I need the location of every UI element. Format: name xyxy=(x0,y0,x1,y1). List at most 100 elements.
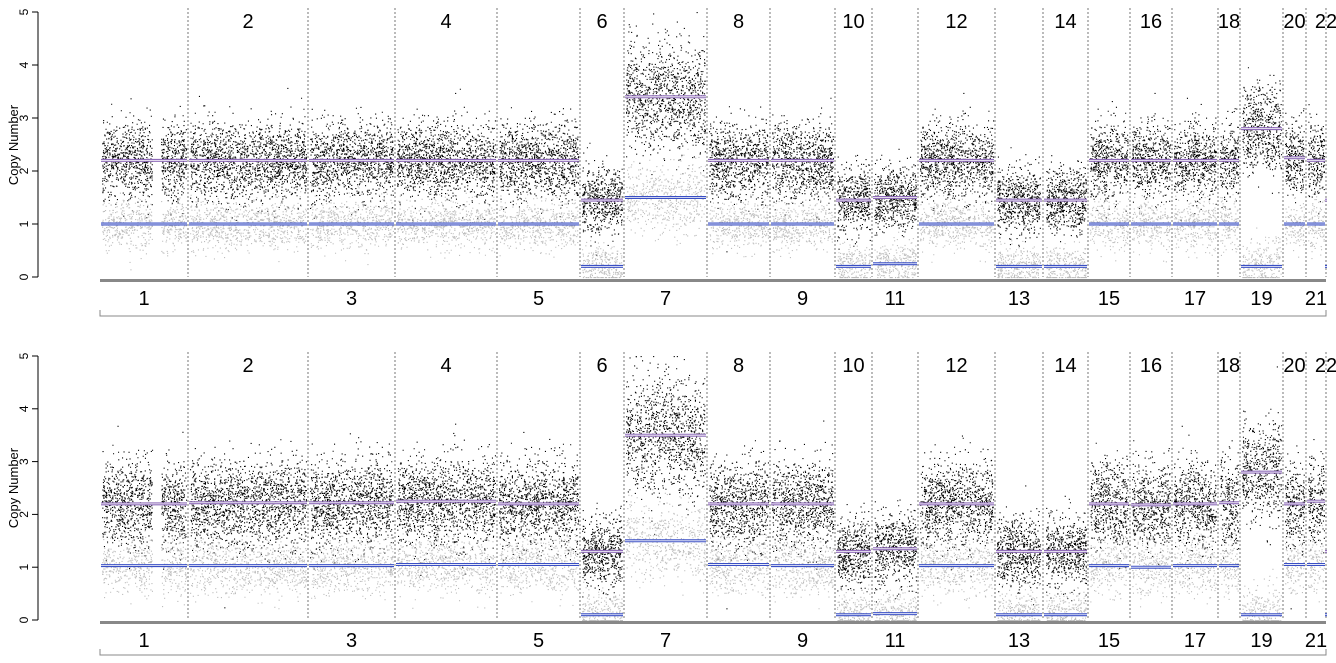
chromosome-label-2: 2 xyxy=(242,355,253,377)
chromosome-label-9: 9 xyxy=(797,630,808,652)
chromosome-label-11: 11 xyxy=(885,630,906,652)
chromosome-label-17: 17 xyxy=(1184,630,1206,652)
chromosome-label-13: 13 xyxy=(1008,630,1030,652)
minor-points xyxy=(1242,228,1281,279)
y-axis-label: Copy Number xyxy=(6,447,21,528)
chromosome-label-13: 13 xyxy=(1008,288,1030,310)
chromosome-label-10: 10 xyxy=(842,355,864,377)
chromosome-19-points xyxy=(1242,366,1282,621)
chromosome-baseline xyxy=(100,279,1326,282)
chromosome-6-points xyxy=(582,143,623,278)
total-points xyxy=(997,485,1041,605)
minor-points xyxy=(1174,193,1217,259)
chromosome-label-22: 22 xyxy=(1315,11,1336,33)
chromosome-7-points xyxy=(626,12,706,245)
minor-points xyxy=(397,512,496,609)
chromosome-5-points xyxy=(499,107,579,258)
chromosome-label-18: 18 xyxy=(1218,11,1240,33)
total-points xyxy=(499,107,579,217)
chromosome-label-4: 4 xyxy=(440,11,451,33)
chromosome-11-points xyxy=(874,500,917,622)
minor-points xyxy=(709,178,769,257)
chromosome-label-2: 2 xyxy=(242,11,253,33)
chromosome-label-7: 7 xyxy=(660,288,671,310)
minor-points xyxy=(772,186,834,259)
chromosome-label-8: 8 xyxy=(733,11,744,33)
chromosome-label-6: 6 xyxy=(596,11,607,33)
chromosome-18-points xyxy=(1220,440,1239,600)
chromosome-6-points xyxy=(582,503,623,621)
chromosome-3-points xyxy=(310,107,394,265)
chromosome-label-15: 15 xyxy=(1098,288,1120,310)
minor-points xyxy=(102,527,187,607)
chromosome-baseline xyxy=(100,621,1326,624)
total-points xyxy=(1220,108,1239,210)
chromosome-4-points xyxy=(397,424,496,609)
points-layer xyxy=(102,12,1325,278)
chromosome-label-4: 4 xyxy=(440,355,451,377)
y-tick-label: 0 xyxy=(17,616,31,623)
total-points xyxy=(1242,366,1282,545)
chromosome-4-points xyxy=(397,89,496,259)
chromosome-label-14: 14 xyxy=(1054,355,1076,377)
chromosome-label-5: 5 xyxy=(533,630,544,652)
minor-points xyxy=(920,178,994,262)
chromosome-label-9: 9 xyxy=(797,288,808,310)
panel-frame xyxy=(100,649,1326,655)
chromosome-label-11: 11 xyxy=(885,288,906,310)
chromosome-18-points xyxy=(1220,108,1239,256)
chromosome-label-3: 3 xyxy=(346,630,357,652)
total-points xyxy=(1090,443,1129,569)
minor-points xyxy=(920,516,994,608)
minor-points xyxy=(310,186,394,265)
total-points xyxy=(874,149,917,238)
minor-points xyxy=(626,462,706,596)
chromosome-label-10: 10 xyxy=(842,11,864,33)
chromosome-16-points xyxy=(1132,440,1171,607)
y-tick-label: 0 xyxy=(17,273,31,280)
total-points xyxy=(1285,108,1305,203)
total-points xyxy=(102,426,187,570)
y-tick-label: 1 xyxy=(17,564,31,571)
chromosome-5-points xyxy=(499,432,579,606)
minor-points xyxy=(1090,192,1129,261)
chromosome-9-points xyxy=(772,421,834,610)
chromosome-16-points xyxy=(1132,93,1171,263)
chromosome-label-16: 16 xyxy=(1140,11,1162,33)
total-points xyxy=(1285,445,1305,609)
minor-points xyxy=(838,242,872,278)
total-points xyxy=(772,98,834,220)
total-points xyxy=(397,89,496,226)
y-tick-label: 1 xyxy=(17,220,31,227)
chromosome-label-16: 16 xyxy=(1140,355,1162,377)
chromosome-label-21: 21 xyxy=(1305,630,1327,652)
minor-points xyxy=(102,185,187,271)
chromosome-10-points xyxy=(837,155,871,278)
chromosome-label-19: 19 xyxy=(1250,630,1272,652)
chromosome-13-points xyxy=(997,147,1041,278)
chromosome-label-20: 20 xyxy=(1283,355,1305,377)
y-tick-label: 4 xyxy=(17,405,31,412)
chromosome-label-1: 1 xyxy=(138,288,149,310)
chromosome-label-8: 8 xyxy=(733,355,744,377)
chromosome-label-18: 18 xyxy=(1218,355,1240,377)
chromosome-label-12: 12 xyxy=(945,11,967,33)
total-points xyxy=(1046,496,1087,602)
y-tick-label: 5 xyxy=(17,8,31,15)
chromosome-label-7: 7 xyxy=(660,630,671,652)
chromosome-17-points xyxy=(1174,98,1217,259)
total-points xyxy=(837,155,871,250)
total-points xyxy=(1132,93,1171,215)
chromosome-1-points xyxy=(102,426,187,607)
minor-points xyxy=(1285,194,1305,258)
minor-points xyxy=(874,584,917,621)
y-axis-label: Copy Number xyxy=(6,104,21,185)
chromosome-21-points xyxy=(1308,439,1325,602)
minor-points xyxy=(1132,521,1171,607)
total-points xyxy=(1308,439,1325,553)
chromosome-label-5: 5 xyxy=(533,288,544,310)
